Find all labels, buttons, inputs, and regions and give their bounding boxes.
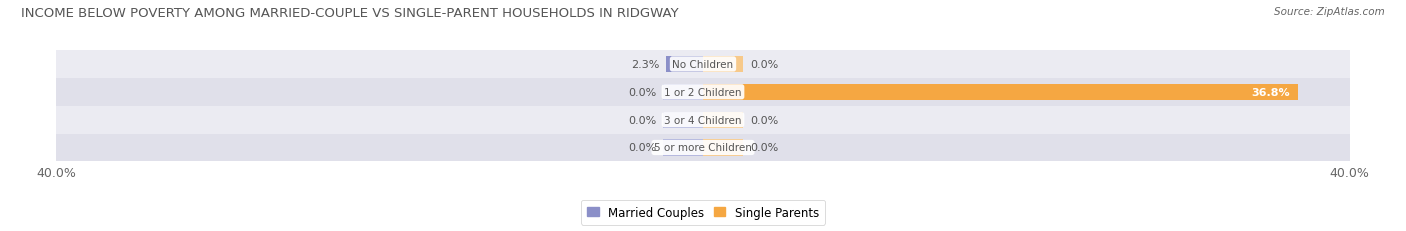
Text: 2.3%: 2.3%	[631, 60, 659, 70]
Text: 0.0%: 0.0%	[749, 143, 778, 153]
Bar	[703, 57, 744, 73]
Bar	[703, 112, 744, 128]
Bar	[703, 84, 1298, 100]
Bar	[662, 112, 703, 128]
Text: 0.0%: 0.0%	[749, 60, 778, 70]
Text: 1 or 2 Children: 1 or 2 Children	[664, 87, 742, 97]
Bar	[666, 57, 703, 73]
Bar	[56, 134, 1350, 162]
Bar	[56, 106, 1350, 134]
Bar	[56, 79, 1350, 106]
Text: 0.0%: 0.0%	[628, 87, 657, 97]
Text: 36.8%: 36.8%	[1251, 87, 1289, 97]
Bar	[56, 51, 1350, 79]
Text: 0.0%: 0.0%	[628, 115, 657, 125]
Text: 5 or more Children: 5 or more Children	[654, 143, 752, 153]
Text: 3 or 4 Children: 3 or 4 Children	[664, 115, 742, 125]
Text: Source: ZipAtlas.com: Source: ZipAtlas.com	[1274, 7, 1385, 17]
Legend: Married Couples, Single Parents: Married Couples, Single Parents	[581, 200, 825, 225]
Text: 0.0%: 0.0%	[628, 143, 657, 153]
Bar	[703, 140, 744, 156]
Text: INCOME BELOW POVERTY AMONG MARRIED-COUPLE VS SINGLE-PARENT HOUSEHOLDS IN RIDGWAY: INCOME BELOW POVERTY AMONG MARRIED-COUPL…	[21, 7, 679, 20]
Bar	[662, 140, 703, 156]
Text: No Children: No Children	[672, 60, 734, 70]
Bar	[662, 84, 703, 100]
Text: 0.0%: 0.0%	[749, 115, 778, 125]
